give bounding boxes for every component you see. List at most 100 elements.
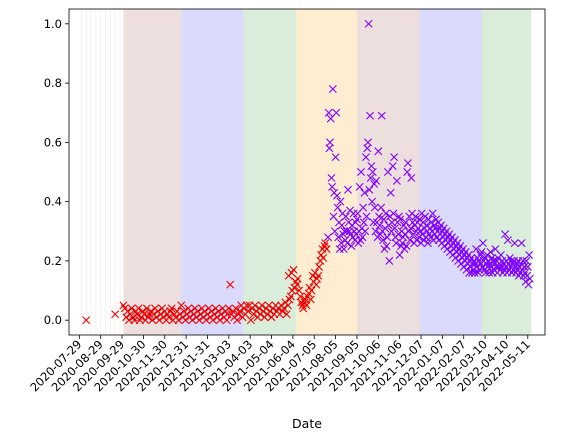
data-point [328, 85, 337, 94]
data-point [385, 256, 394, 265]
data-point [525, 274, 534, 283]
data-point [485, 268, 494, 277]
data-point [361, 227, 370, 236]
data-point [202, 316, 211, 325]
data-point [174, 316, 183, 325]
data-point [367, 162, 376, 171]
data-point [155, 316, 164, 325]
data-point [164, 313, 173, 322]
data-point [368, 168, 377, 176]
data-point [226, 280, 235, 289]
data-point [336, 197, 345, 206]
data-point [472, 245, 481, 254]
data-point [111, 310, 120, 319]
data-point [347, 242, 356, 251]
data-point [522, 256, 531, 265]
data-point [365, 185, 374, 194]
background-band [481, 9, 532, 335]
data-point [359, 218, 368, 227]
data-point [395, 250, 404, 259]
data-point [284, 301, 293, 310]
data-point [322, 245, 331, 254]
data-point [339, 245, 348, 254]
data-point [370, 203, 379, 212]
data-point [215, 316, 224, 325]
background-band [419, 9, 482, 335]
data-point [328, 182, 337, 191]
y-tick-label: 0.2 [44, 254, 62, 268]
data-point [383, 233, 392, 242]
data-point [82, 316, 91, 325]
data-point [390, 153, 399, 162]
data-point [142, 304, 151, 313]
data-point [518, 256, 527, 265]
data-point [392, 239, 401, 248]
data-point [374, 212, 383, 221]
data-point [388, 162, 397, 171]
data-point [477, 248, 486, 257]
data-point [343, 185, 352, 194]
data-point [341, 212, 350, 221]
data-point [368, 197, 377, 206]
data-point [510, 239, 519, 248]
data-point [377, 111, 386, 120]
data-point [361, 153, 370, 162]
data-point [364, 19, 373, 28]
background-band [243, 9, 297, 335]
data-point [486, 248, 495, 257]
data-point [332, 108, 341, 117]
data-point [181, 316, 190, 325]
data-point [524, 280, 533, 289]
data-point [371, 227, 380, 236]
data-point [231, 304, 240, 313]
data-point [428, 209, 437, 218]
data-point [374, 147, 383, 156]
data-point [286, 292, 295, 301]
data-point [244, 307, 253, 316]
x-axis: 2020-07-292020-08-292020-09-292020-10-30… [27, 335, 533, 394]
data-point [362, 212, 371, 221]
x-axis-title: Date [292, 416, 322, 431]
plot-frame [68, 8, 546, 336]
data-point [382, 242, 391, 251]
y-tick-label: 0.6 [44, 135, 62, 149]
data-point [381, 209, 390, 218]
data-point [295, 286, 304, 295]
data-points [82, 19, 534, 325]
data-point [359, 203, 368, 212]
data-point [517, 239, 526, 248]
data-point [235, 307, 244, 316]
data-point [133, 310, 142, 319]
background-band [296, 9, 357, 335]
data-point [302, 301, 311, 310]
data-point [355, 182, 364, 191]
y-tick-label: 0.0 [44, 313, 62, 327]
data-point [330, 227, 339, 236]
data-point [403, 159, 412, 168]
data-point [392, 176, 401, 185]
data-point [324, 233, 332, 242]
data-point [503, 236, 512, 245]
y-tick-label: 0.4 [44, 195, 62, 209]
data-point [401, 218, 410, 227]
background-band [123, 9, 182, 335]
data-point [282, 310, 291, 319]
data-point [389, 209, 398, 218]
data-point [402, 242, 411, 251]
data-point [242, 301, 251, 310]
data-point [396, 215, 405, 224]
data-point [337, 239, 346, 248]
data-point [386, 188, 395, 197]
data-point [314, 271, 323, 280]
data-point [363, 138, 372, 147]
data-point [257, 301, 266, 310]
data-point [360, 188, 369, 197]
data-point [411, 212, 420, 221]
data-point [333, 203, 342, 212]
data-point [167, 304, 176, 313]
data-point [233, 316, 242, 325]
y-tick-label: 1.0 [44, 17, 62, 31]
data-point [358, 233, 367, 242]
data-point [470, 268, 479, 277]
